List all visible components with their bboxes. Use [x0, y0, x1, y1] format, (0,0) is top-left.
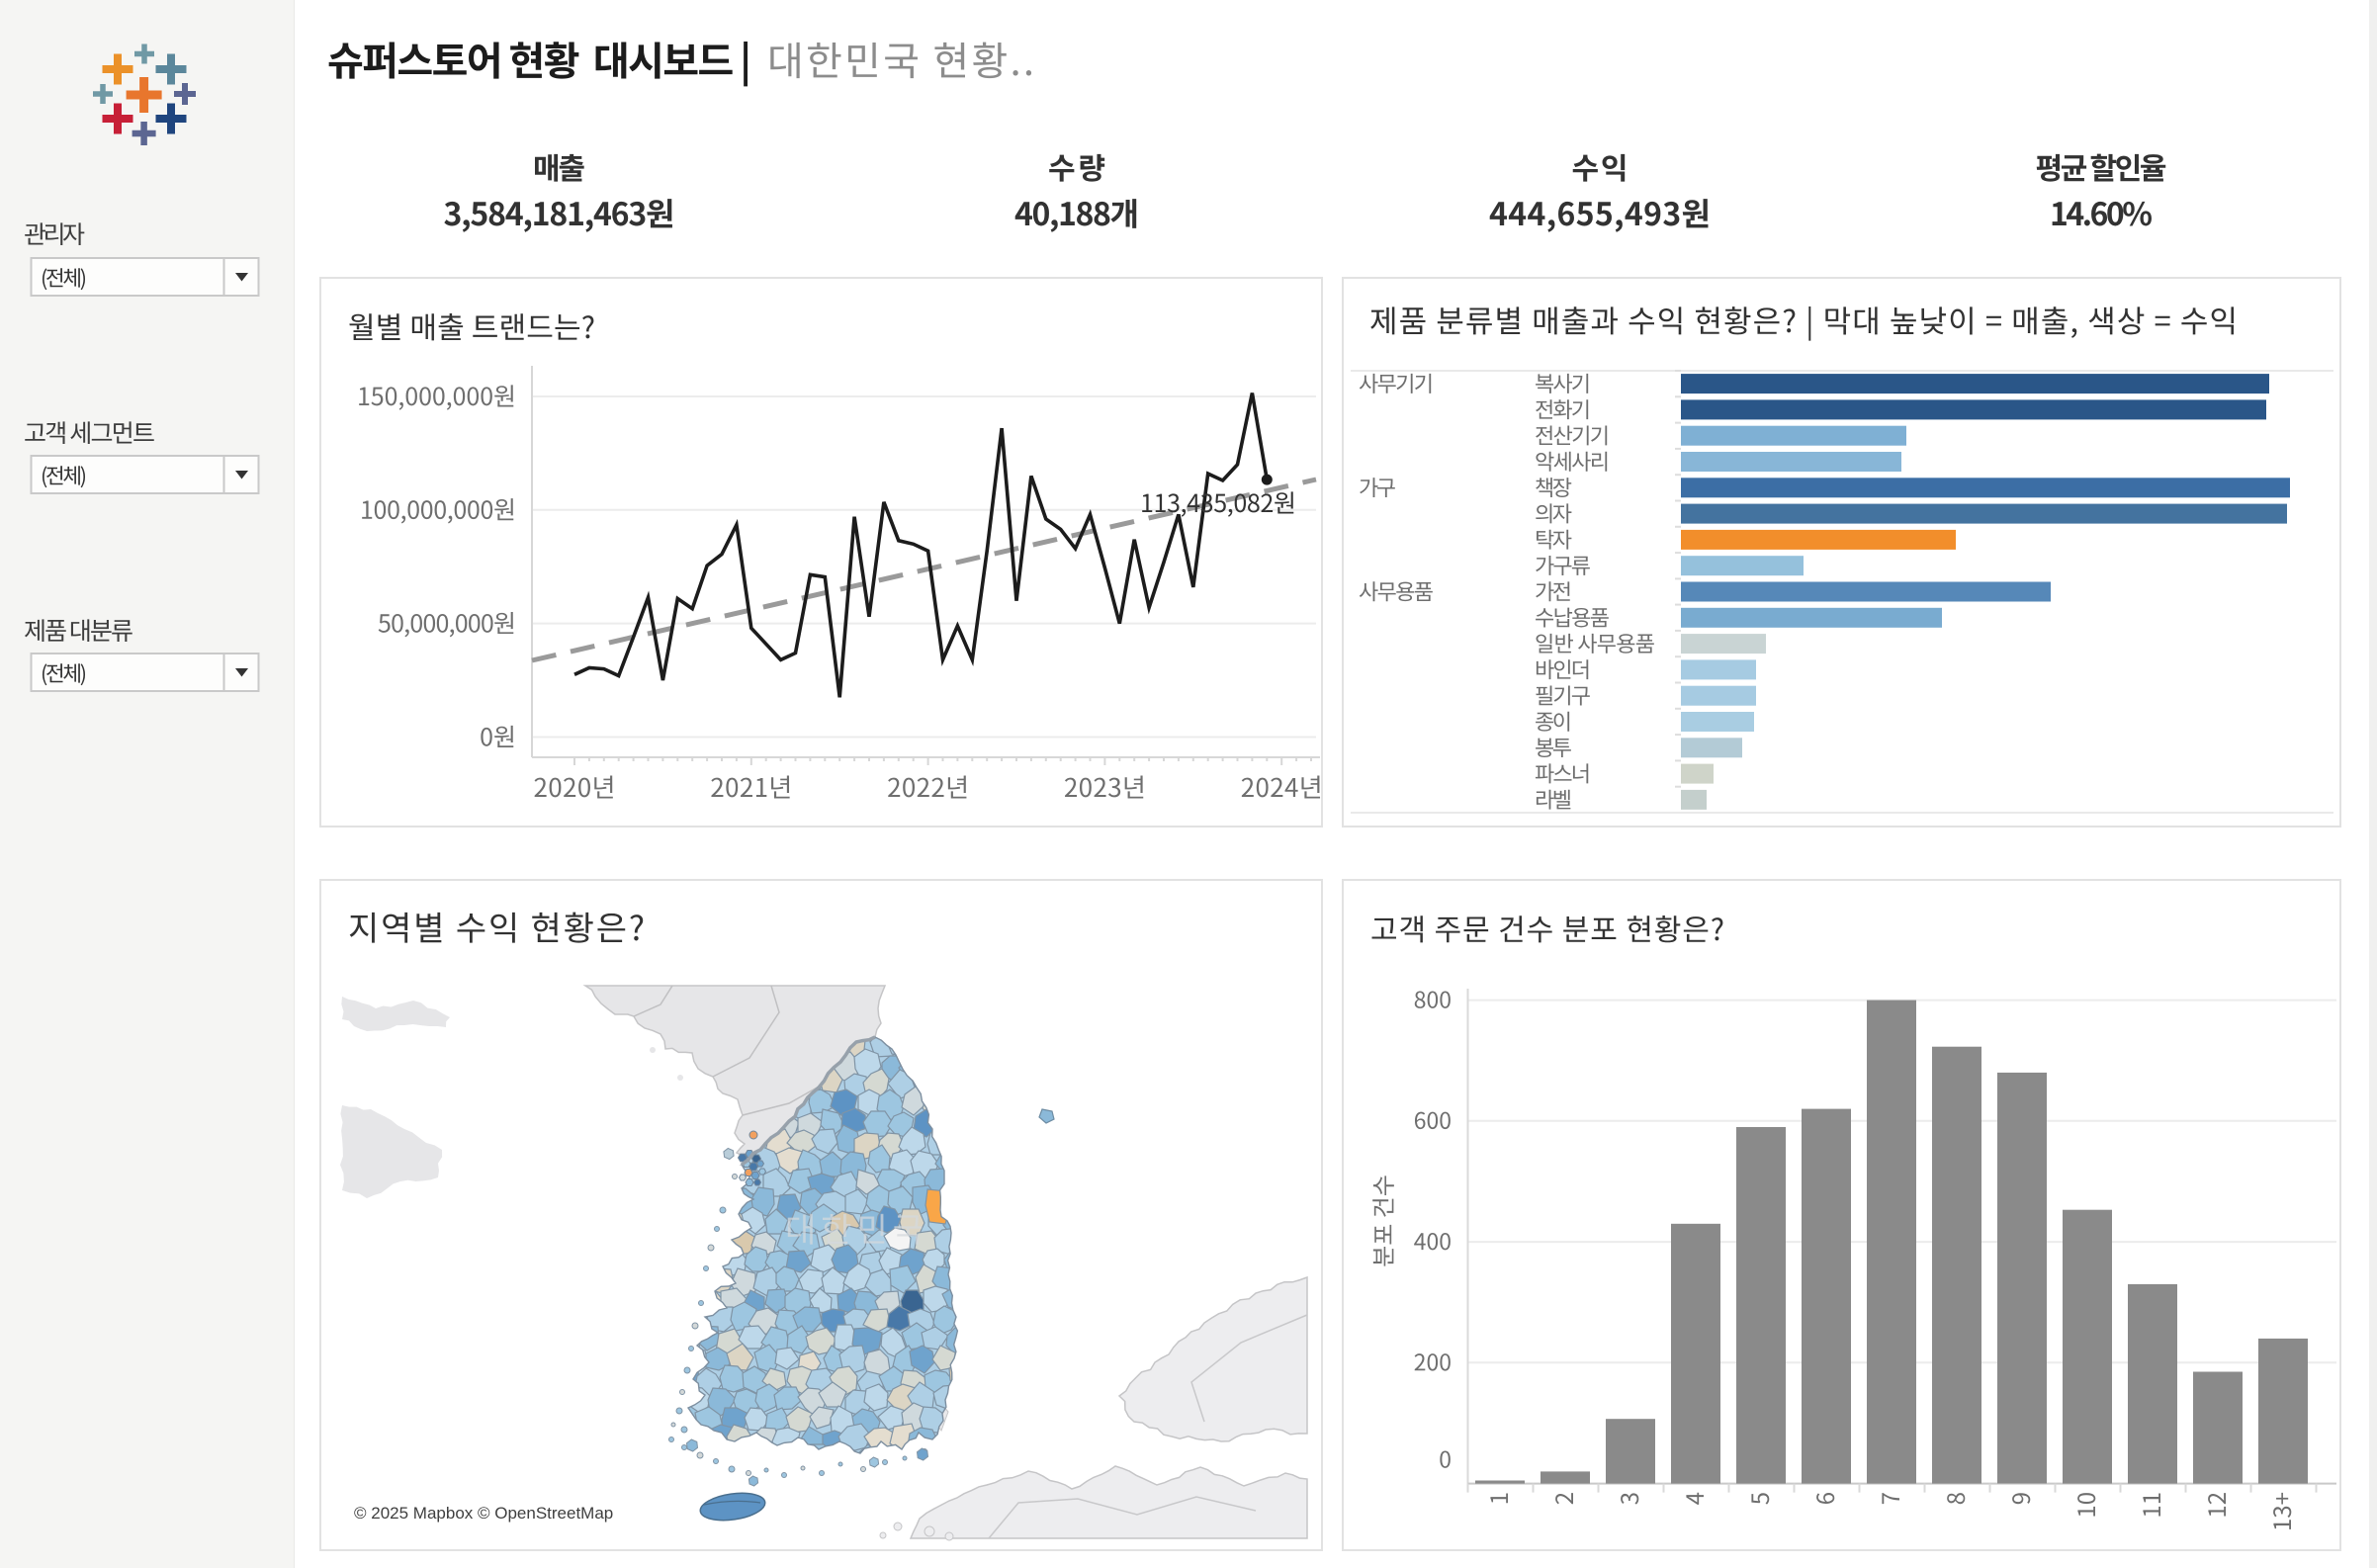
svg-text:© 2025 Mapbox © OpenStreetMap: © 2025 Mapbox © OpenStreetMap: [354, 1504, 613, 1523]
